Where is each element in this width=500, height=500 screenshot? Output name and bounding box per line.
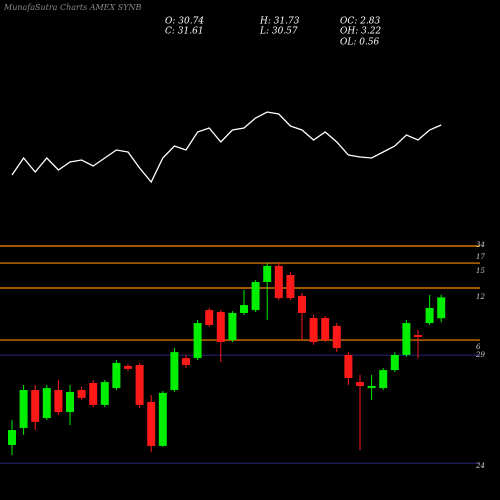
stat-label: H: 31.73: [259, 17, 300, 27]
y-tick-label: 12: [476, 293, 485, 301]
stat-label: L: 30.57: [259, 27, 298, 37]
candle-body: [112, 362, 121, 389]
candle-body: [135, 365, 144, 405]
candle-body: [298, 295, 306, 313]
y-tick-label: 15: [476, 267, 485, 275]
candle-body: [414, 335, 422, 337]
chart-title: MunafaSutra Charts AMEX SYNB: [3, 3, 142, 12]
candle-body: [274, 265, 283, 299]
y-tick-label: 24: [475, 462, 485, 470]
candle-body: [89, 383, 98, 405]
candle-body: [147, 402, 156, 446]
stat-label: C: 31.61: [165, 27, 204, 37]
candle-body: [42, 388, 51, 419]
candle-body: [344, 354, 353, 378]
candle-body: [390, 354, 399, 371]
candle-body: [240, 305, 248, 313]
candle-body: [367, 385, 376, 389]
candle-body: [77, 390, 86, 398]
candle-body: [356, 382, 364, 386]
y-tick-label: 6: [476, 343, 481, 351]
candle-body: [170, 352, 179, 390]
candle-body: [251, 282, 260, 311]
candle-body: [19, 390, 28, 428]
indicator-line: [11, 111, 442, 184]
candle-body: [66, 391, 74, 413]
candle-body: [425, 307, 434, 324]
candle-body: [205, 310, 214, 325]
candle-body: [263, 265, 272, 282]
stat-label: OH: 3.22: [340, 27, 381, 37]
y-tick-label: 17: [476, 253, 485, 261]
stat-label: OC: 2.83: [340, 17, 380, 27]
candle-body: [228, 312, 237, 341]
candle-body: [402, 323, 411, 355]
stat-label: OL: 0.56: [340, 38, 380, 48]
candle-body: [309, 318, 318, 342]
candle-body: [286, 275, 295, 299]
y-tick-label: 34: [476, 241, 485, 249]
candle-body: [321, 318, 330, 341]
candle-body: [379, 370, 388, 389]
candle-body: [437, 297, 446, 319]
y-tick-label: 29: [475, 351, 485, 359]
candle-body: [216, 312, 225, 342]
candle-body: [124, 366, 132, 369]
candle-body: [100, 382, 109, 405]
candle-body: [193, 323, 202, 359]
candle-body: [54, 390, 63, 413]
stat-label: O: 30.74: [165, 17, 204, 27]
candle-body: [8, 430, 16, 445]
candle-body: [31, 390, 40, 422]
candle-body: [158, 392, 167, 446]
candle-body: [332, 325, 341, 348]
candle-body: [182, 358, 190, 366]
